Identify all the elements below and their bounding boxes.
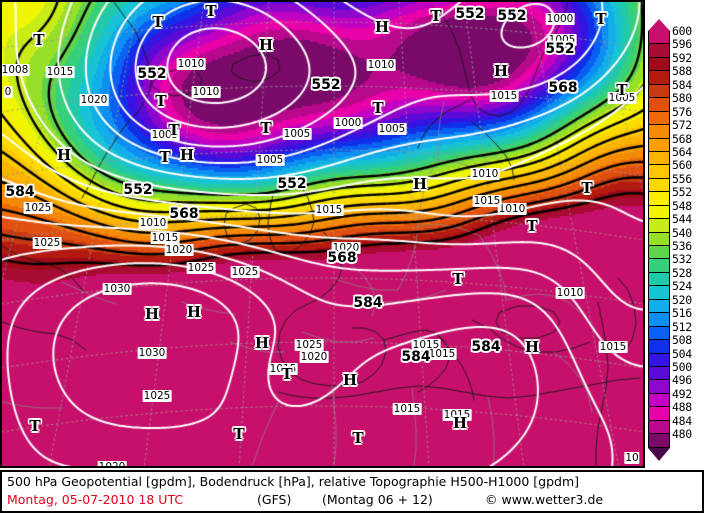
colorbar-band bbox=[648, 272, 670, 287]
footer-metadata: Montag, 05-07-2010 18 UTC (GFS) (Montag … bbox=[7, 492, 697, 510]
map-canvas[interactable] bbox=[2, 2, 643, 466]
colorbar-band bbox=[648, 246, 670, 260]
colorbar-band bbox=[648, 84, 670, 99]
colorbar-tick-label: 500 bbox=[672, 359, 692, 374]
colorbar-band bbox=[648, 192, 670, 206]
colorbar-band bbox=[648, 111, 670, 126]
footer-model: (GFS) bbox=[257, 492, 292, 507]
colorbar-tick-label: 524 bbox=[672, 279, 692, 294]
colorbar-tick-label: 484 bbox=[672, 413, 692, 428]
colorbar-tick-label: 512 bbox=[672, 319, 692, 334]
colorbar-tick-label: 592 bbox=[672, 50, 692, 65]
colorbar-band bbox=[648, 380, 670, 394]
colorbar-tick-label: 528 bbox=[672, 265, 692, 280]
colorbar-band bbox=[648, 98, 670, 112]
colorbar-bottom-arrow bbox=[648, 447, 670, 461]
colorbar-tick-label: 556 bbox=[672, 171, 692, 186]
footer-title: 500 hPa Geopotential [gpdm], Bodendruck … bbox=[7, 474, 580, 489]
colorbar-tick-label: 520 bbox=[672, 292, 692, 307]
colorbar-band bbox=[648, 259, 670, 273]
colorbar-labels: 600 596 592 588 584 580 576 572 568 564 560 556 552 5… bbox=[672, 24, 704, 442]
colorbar-tick-label: 564 bbox=[672, 144, 692, 159]
colorbar-band bbox=[648, 393, 670, 408]
colorbar-band bbox=[648, 353, 670, 367]
colorbar-tick-label: 596 bbox=[672, 37, 692, 52]
footer-caption-bar: 500 hPa Geopotential [gpdm], Bodendruck … bbox=[0, 470, 704, 513]
colorbar-band bbox=[648, 313, 670, 327]
colorbar-tick-label: 508 bbox=[672, 333, 692, 348]
colorbar-band bbox=[648, 326, 670, 341]
colorbar-tick-label: 536 bbox=[672, 239, 692, 253]
colorbar-tick-label: 588 bbox=[672, 64, 692, 79]
footer-copyright[interactable]: © www.wetter3.de bbox=[485, 492, 604, 507]
colorbar-band bbox=[648, 151, 670, 166]
colorbar-band bbox=[648, 178, 670, 193]
colorbar-tick-label: 496 bbox=[672, 373, 692, 388]
colorbar-tick-label: 580 bbox=[672, 91, 692, 106]
colorbar-top-arrow bbox=[648, 19, 670, 31]
colorbar-band bbox=[648, 125, 670, 139]
colorbar-band bbox=[648, 420, 670, 435]
colorbar-tick-label: 572 bbox=[672, 118, 692, 133]
colorbar-band bbox=[648, 44, 670, 58]
colorbar-band bbox=[648, 434, 670, 448]
colorbar-band bbox=[648, 71, 670, 85]
footer-valid-date: Montag, 05-07-2010 18 UTC bbox=[7, 492, 184, 507]
map-frame[interactable]: 1008 1015 1020 0 1010 1010 1005 1005 1005 1000 100… bbox=[0, 0, 645, 468]
colorbar-band bbox=[648, 138, 670, 152]
colorbar-band bbox=[648, 31, 670, 45]
colorbar-tick-label: 552 bbox=[672, 185, 692, 200]
colorbar-band bbox=[648, 299, 670, 314]
colorbar-band bbox=[648, 219, 670, 233]
colorbar-band bbox=[648, 57, 670, 72]
colorbar-tick-label: 576 bbox=[672, 104, 692, 119]
colorbar-tick-label: 488 bbox=[672, 400, 692, 415]
colorbar-strip bbox=[648, 19, 670, 461]
colorbar-band bbox=[648, 286, 670, 300]
colorbar-tick-label: 600 bbox=[672, 24, 692, 38]
colorbar-tick-label: 504 bbox=[672, 346, 692, 361]
footer-run-validity: (Montag 06 + 12) bbox=[322, 492, 433, 507]
colorbar-band bbox=[648, 340, 670, 354]
colorbar-tick-label: 492 bbox=[672, 386, 692, 401]
colorbar-tick-label: 540 bbox=[672, 225, 692, 240]
colorbar-band bbox=[648, 205, 670, 220]
colorbar-tick-label: 560 bbox=[672, 158, 692, 173]
colorbar-band bbox=[648, 366, 670, 381]
colorbar-tick-label: 516 bbox=[672, 306, 692, 321]
colorbar-tick-label: 548 bbox=[672, 198, 692, 213]
colorbar-band bbox=[648, 407, 670, 421]
colorbar-band bbox=[648, 165, 670, 179]
colorbar-tick-label: 480 bbox=[672, 427, 692, 442]
colorbar-tick-label: 568 bbox=[672, 131, 692, 146]
colorbar-band bbox=[648, 232, 670, 246]
colorbar-tick-label: 544 bbox=[672, 212, 692, 227]
colorbar-legend: 600 596 592 588 584 580 576 572 568 564 560 556 552 5… bbox=[648, 19, 704, 466]
colorbar-tick-label: 584 bbox=[672, 77, 692, 92]
colorbar-tick-label: 532 bbox=[672, 252, 692, 267]
